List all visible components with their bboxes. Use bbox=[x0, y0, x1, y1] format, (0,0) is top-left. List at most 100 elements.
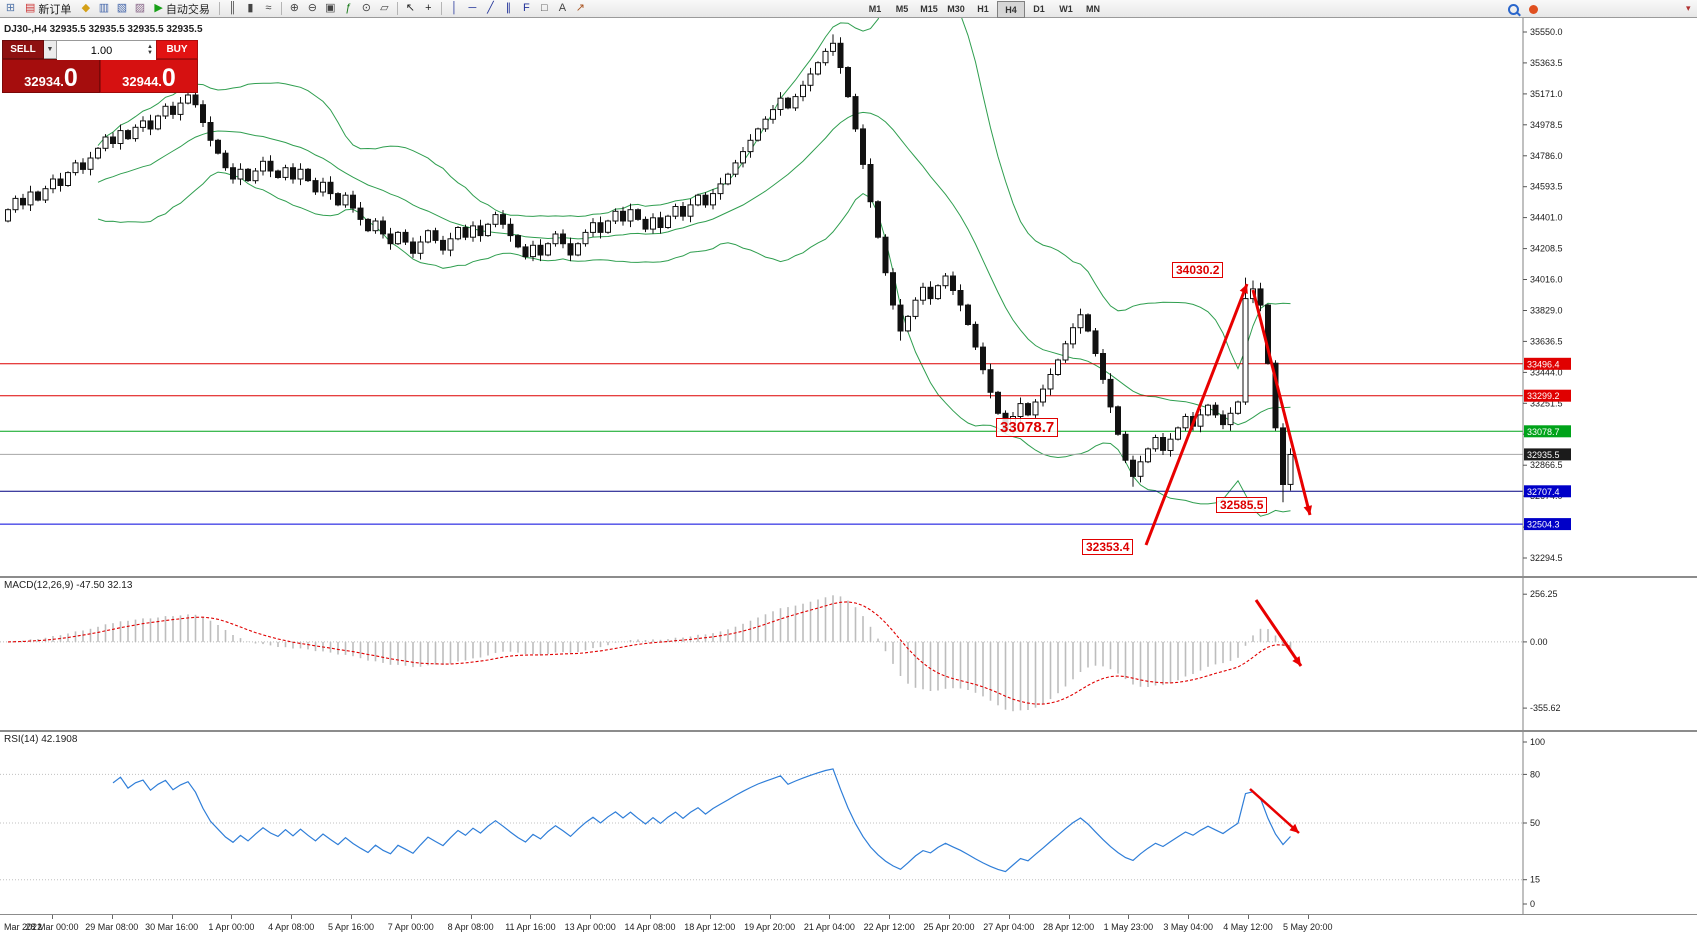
rsi-canvas[interactable]: 100 80 50 15 0 bbox=[0, 732, 1697, 914]
trendline-icon: ╱ bbox=[487, 2, 494, 14]
panel-separator[interactable] bbox=[0, 730, 1697, 732]
timeframe-m15-button[interactable]: M15 bbox=[920, 3, 938, 14]
sell-button[interactable]: SELL bbox=[2, 40, 44, 59]
one-click-trading-widget: SELL ▼ ▲ ▼ BUY 32934.0 bbox=[2, 40, 198, 93]
annotation-32353.4[interactable]: 32353.4 bbox=[1082, 539, 1134, 555]
chart-symbol-label: DJ30-,H4 32935.5 32935.5 32935.5 32935.5 bbox=[4, 24, 203, 35]
rsi-panel[interactable]: RSI(14) 42.1908 100 80 50 15 0 bbox=[0, 732, 1697, 914]
candlestick-chart-icon: ▮ bbox=[247, 2, 254, 14]
shapes-button[interactable]: □ bbox=[536, 1, 553, 16]
channel-button[interactable]: ∥ bbox=[500, 1, 517, 16]
horizontal-line-button[interactable]: ─ bbox=[464, 1, 481, 16]
buy-price-panel[interactable]: 32944. 0 bbox=[100, 59, 198, 93]
timeframe-mn-button[interactable]: MN bbox=[1086, 3, 1100, 14]
macd-arrow-head bbox=[1292, 656, 1301, 666]
tile-windows-button[interactable]: ▣ bbox=[322, 1, 339, 16]
time-label: 28 Mar 00:00 bbox=[25, 922, 79, 932]
rsi-arrow[interactable] bbox=[1249, 788, 1300, 834]
rsi-axis-tick: 0 bbox=[1530, 899, 1535, 909]
text-button[interactable]: A bbox=[554, 1, 571, 16]
svg-text:33078.7: 33078.7 bbox=[1527, 427, 1560, 437]
market-watch-icon: ▥ bbox=[98, 2, 110, 14]
metaeditor-button[interactable]: ◆ bbox=[77, 1, 94, 16]
market-watch-button[interactable]: ▥ bbox=[95, 1, 112, 16]
time-axis[interactable]: Mar 2022 28 Mar 00:00 29 Mar 08:00 30 Mar 1… bbox=[0, 914, 1697, 940]
zoom-in-button[interactable]: ⊕ bbox=[286, 1, 303, 16]
templates-button[interactable]: ▱ bbox=[376, 1, 393, 16]
timeframe-m5-button[interactable]: M5 bbox=[895, 3, 909, 14]
time-label: 1 May 23:00 bbox=[1103, 922, 1154, 932]
terminal-button[interactable]: ▨ bbox=[131, 1, 148, 16]
price-axis-tick: 35363.5 bbox=[1530, 58, 1563, 68]
price-tag-33299.2 bbox=[1524, 389, 1571, 402]
time-label: 5 May 20:00 bbox=[1283, 922, 1333, 932]
time-label: 3 May 04:00 bbox=[1163, 922, 1213, 932]
line-chart-button[interactable]: ≈ bbox=[260, 1, 277, 16]
candlestick-chart-button[interactable]: ▮ bbox=[242, 1, 259, 16]
fibonacci-button[interactable]: F bbox=[518, 1, 535, 16]
price-tag-33078.7 bbox=[1524, 425, 1571, 438]
price-tag-32707.4 bbox=[1524, 485, 1571, 498]
toolbar-right-icons bbox=[1508, 2, 1538, 16]
timeframe-h1-button[interactable]: H1 bbox=[977, 3, 989, 14]
time-label: 14 Apr 08:00 bbox=[624, 922, 676, 932]
toolbar-expand-icon[interactable]: ▾ bbox=[1686, 3, 1691, 13]
search-icon[interactable] bbox=[1508, 3, 1519, 15]
macd-axis-tick: 0.00 bbox=[1530, 637, 1548, 647]
navigator-button[interactable]: ▧ bbox=[113, 1, 130, 16]
volume-dropdown[interactable]: ▼ bbox=[44, 40, 57, 59]
trend-arrow-up[interactable] bbox=[1144, 283, 1249, 546]
timeframe-h4-button[interactable]: H4 bbox=[997, 1, 1025, 18]
time-label: 29 Mar 08:00 bbox=[85, 922, 139, 932]
horizontal-line-icon: ─ bbox=[468, 2, 477, 14]
time-label: 30 Mar 16:00 bbox=[145, 922, 199, 932]
main-chart-panel[interactable]: DJ30-,H4 32935.5 32935.5 32935.5 32935.5… bbox=[0, 18, 1697, 576]
sell-price-panel[interactable]: 32934. 0 bbox=[2, 59, 100, 93]
rsi-line bbox=[112, 768, 1291, 873]
time-label: 21 Apr 04:00 bbox=[803, 922, 855, 932]
zoom-out-button[interactable]: ⊖ bbox=[304, 1, 321, 16]
timeframe-w1-button[interactable]: W1 bbox=[1059, 3, 1073, 14]
volume-down-button[interactable]: ▼ bbox=[147, 49, 153, 56]
trendline-button[interactable]: ╱ bbox=[482, 1, 499, 16]
timeframe-d1-button[interactable]: D1 bbox=[1033, 3, 1045, 14]
autotrade-button[interactable]: ▶ 自动交易 bbox=[149, 1, 214, 16]
notification-icon[interactable] bbox=[1529, 4, 1538, 14]
period-button[interactable]: ⊙ bbox=[358, 1, 375, 16]
volume-input[interactable] bbox=[57, 42, 156, 60]
time-label: 1 Apr 00:00 bbox=[208, 922, 255, 932]
main-chart-canvas[interactable]: 35550.0 35363.5 35171.0 34978.5 34786.0 34593… bbox=[0, 18, 1697, 576]
price-axis-tick: 33829.0 bbox=[1530, 306, 1563, 316]
bar-chart-button[interactable]: ║ bbox=[224, 1, 241, 16]
indicators-button[interactable]: ƒ bbox=[340, 1, 357, 16]
cursor-button[interactable]: ↖ bbox=[402, 1, 419, 16]
trend-arrow-down[interactable] bbox=[1251, 289, 1312, 516]
panel-separator[interactable] bbox=[0, 576, 1697, 578]
macd-indicator-label: MACD(12,26,9) -47.50 32.13 bbox=[4, 580, 133, 591]
svg-text:32504.3: 32504.3 bbox=[1527, 520, 1560, 530]
timeframe-m1-button[interactable]: M1 bbox=[868, 3, 882, 14]
toolbar-separator bbox=[440, 2, 442, 15]
cursor-icon: ↖ bbox=[405, 2, 415, 14]
macd-panel[interactable]: MACD(12,26,9) -47.50 32.13 256.25 0.00 -35… bbox=[0, 578, 1697, 730]
macd-arrow[interactable] bbox=[1254, 599, 1303, 667]
rsi-axis-tick: 100 bbox=[1530, 737, 1545, 747]
chart-window-button[interactable]: ⊞ bbox=[2, 1, 19, 16]
crosshair-button[interactable]: + bbox=[420, 1, 437, 16]
timeframe-m30-button[interactable]: M30 bbox=[947, 3, 965, 14]
arrows-button[interactable]: ↗ bbox=[572, 1, 589, 16]
annotation-32585.5[interactable]: 32585.5 bbox=[1216, 497, 1268, 513]
macd-canvas[interactable]: 256.25 0.00 -355.62 bbox=[0, 578, 1697, 730]
new-order-button[interactable]: ▤ 新订单 bbox=[20, 1, 76, 16]
price-tag-32504.3 bbox=[1524, 518, 1571, 531]
annotation-34030.2[interactable]: 34030.2 bbox=[1172, 262, 1224, 278]
vertical-line-button[interactable]: │ bbox=[446, 1, 463, 16]
zoom-in-icon: ⊕ bbox=[289, 2, 299, 14]
volume-up-button[interactable]: ▲ bbox=[147, 43, 153, 50]
buy-button[interactable]: BUY bbox=[156, 40, 198, 59]
svg-text:33299.2: 33299.2 bbox=[1527, 391, 1560, 401]
time-label: 4 May 12:00 bbox=[1223, 922, 1273, 932]
annotation-33078.7[interactable]: 33078.7 bbox=[996, 418, 1059, 437]
macd-signal-line bbox=[7, 601, 1291, 705]
channel-icon: ∥ bbox=[505, 2, 512, 14]
